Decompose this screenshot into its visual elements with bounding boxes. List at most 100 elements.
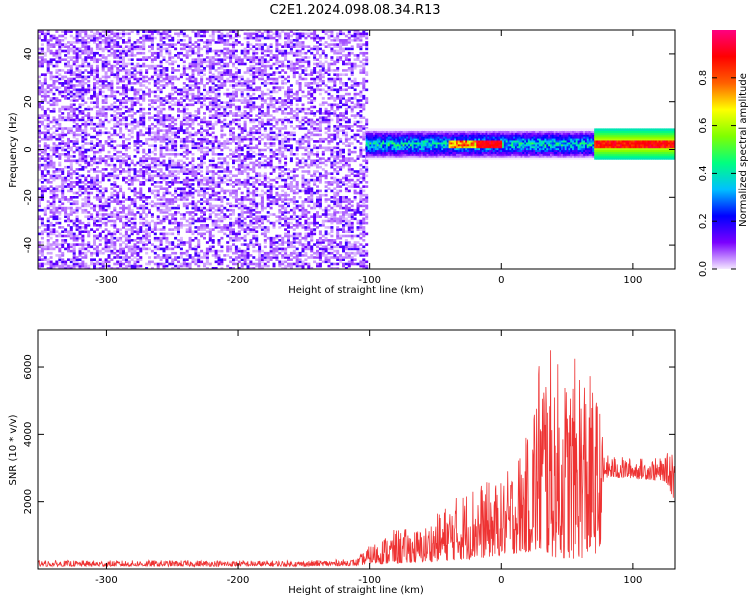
heatmap-cell	[124, 256, 128, 259]
heatmap-cell	[246, 193, 250, 197]
heatmap-cell	[150, 30, 154, 33]
heatmap-cell	[165, 135, 169, 139]
heatmap-cell	[165, 176, 169, 180]
heatmap-cell	[87, 241, 91, 244]
heatmap-cell	[113, 94, 117, 98]
heatmap-cell	[194, 101, 198, 104]
heatmap-cell	[229, 103, 233, 107]
heatmap-cell	[110, 241, 114, 244]
heatmap-cell	[78, 187, 82, 190]
heatmap-cell	[119, 251, 123, 255]
heatmap-cell	[260, 77, 264, 81]
heatmap-cell	[177, 230, 180, 233]
heatmap-cell	[234, 234, 238, 238]
heatmap-cell	[240, 224, 244, 227]
heatmap-cell	[177, 103, 180, 107]
heatmap-cell	[188, 161, 192, 165]
heatmap-cell	[246, 189, 250, 193]
heatmap-cell	[72, 264, 76, 268]
heatmap-cell	[226, 165, 230, 169]
heatmap-cell	[38, 34, 41, 38]
heatmap-cell	[168, 198, 172, 201]
heatmap-cell	[266, 157, 270, 160]
heatmap-cell	[191, 191, 195, 195]
heatmap-cell	[119, 165, 123, 169]
heatmap-cell	[52, 34, 56, 38]
heatmap-cell	[266, 73, 270, 76]
heatmap-cell	[237, 69, 241, 72]
heatmap-cell	[249, 103, 253, 107]
heatmap-cell	[124, 170, 128, 173]
heatmap-cell	[61, 84, 65, 87]
heatmap-cell	[168, 45, 172, 48]
heatmap-cell	[38, 187, 41, 190]
heatmap-cell	[145, 213, 149, 216]
heatmap-cell	[260, 73, 264, 76]
heatmap-cell	[269, 159, 273, 163]
heatmap-cell	[156, 32, 160, 36]
heatmap-cell	[171, 99, 175, 102]
heatmap-cell	[130, 211, 134, 214]
heatmap-cell	[116, 196, 120, 199]
heatmap-cell	[217, 73, 221, 76]
heatmap-cell	[168, 208, 172, 212]
heatmap-cell	[260, 202, 264, 206]
heatmap-cell	[78, 82, 82, 85]
heatmap-cell	[246, 172, 250, 175]
heatmap-cell	[234, 236, 238, 240]
heatmap-cell	[127, 211, 131, 214]
heatmap-cell	[185, 172, 189, 175]
heatmap-cell	[127, 264, 131, 268]
heatmap-cell	[104, 60, 108, 64]
heatmap-cell	[208, 116, 212, 119]
heatmap-cell	[168, 62, 172, 66]
heatmap-cell	[182, 224, 186, 227]
heatmap-cell	[272, 264, 276, 268]
heatmap-cell	[260, 193, 264, 197]
heatmap-cell	[58, 69, 62, 72]
heatmap-cell	[217, 103, 221, 107]
heatmap-cell	[78, 97, 82, 100]
heatmap-cell	[208, 245, 212, 249]
heatmap-cell	[237, 75, 241, 79]
heatmap-cell	[252, 82, 256, 85]
heatmap-cell	[171, 174, 175, 178]
heatmap-cell	[46, 200, 50, 203]
heatmap-cell	[174, 170, 178, 173]
heatmap-cell	[52, 58, 56, 61]
heatmap-cell	[139, 213, 143, 216]
heatmap-cell	[78, 249, 82, 253]
heatmap-cell	[67, 116, 70, 119]
heatmap-cell	[38, 241, 41, 244]
heatmap-cell	[159, 69, 163, 72]
heatmap-cell	[78, 39, 82, 42]
heatmap-cell	[179, 213, 183, 216]
heatmap-cell	[127, 256, 131, 259]
heatmap-cell	[255, 217, 259, 221]
heatmap-cell	[252, 97, 256, 100]
heatmap-cell	[168, 256, 172, 259]
heatmap-cell	[107, 62, 111, 66]
heatmap-cell	[69, 206, 73, 210]
heatmap-cell	[104, 94, 108, 98]
heatmap-cell	[67, 243, 70, 246]
heatmap-cell	[40, 107, 44, 111]
heatmap-cell	[232, 155, 235, 158]
heatmap-cell	[110, 245, 114, 249]
heatmap-cell	[168, 39, 172, 42]
heatmap-cell	[243, 198, 247, 201]
heatmap-cell	[119, 112, 123, 115]
heatmap-cell	[75, 219, 79, 223]
heatmap-cell	[38, 204, 41, 208]
heatmap-cell	[101, 84, 105, 87]
heatmap-cell	[122, 226, 125, 229]
heatmap-cell	[205, 142, 209, 145]
heatmap-cell	[49, 155, 53, 158]
heatmap-cell	[165, 114, 169, 117]
heatmap-cell	[258, 56, 262, 59]
heatmap-cell	[38, 47, 41, 51]
heatmap-cell	[182, 60, 186, 64]
heatmap-cell	[263, 185, 267, 188]
heatmap-cell	[194, 32, 198, 36]
heatmap-cell	[194, 206, 198, 210]
